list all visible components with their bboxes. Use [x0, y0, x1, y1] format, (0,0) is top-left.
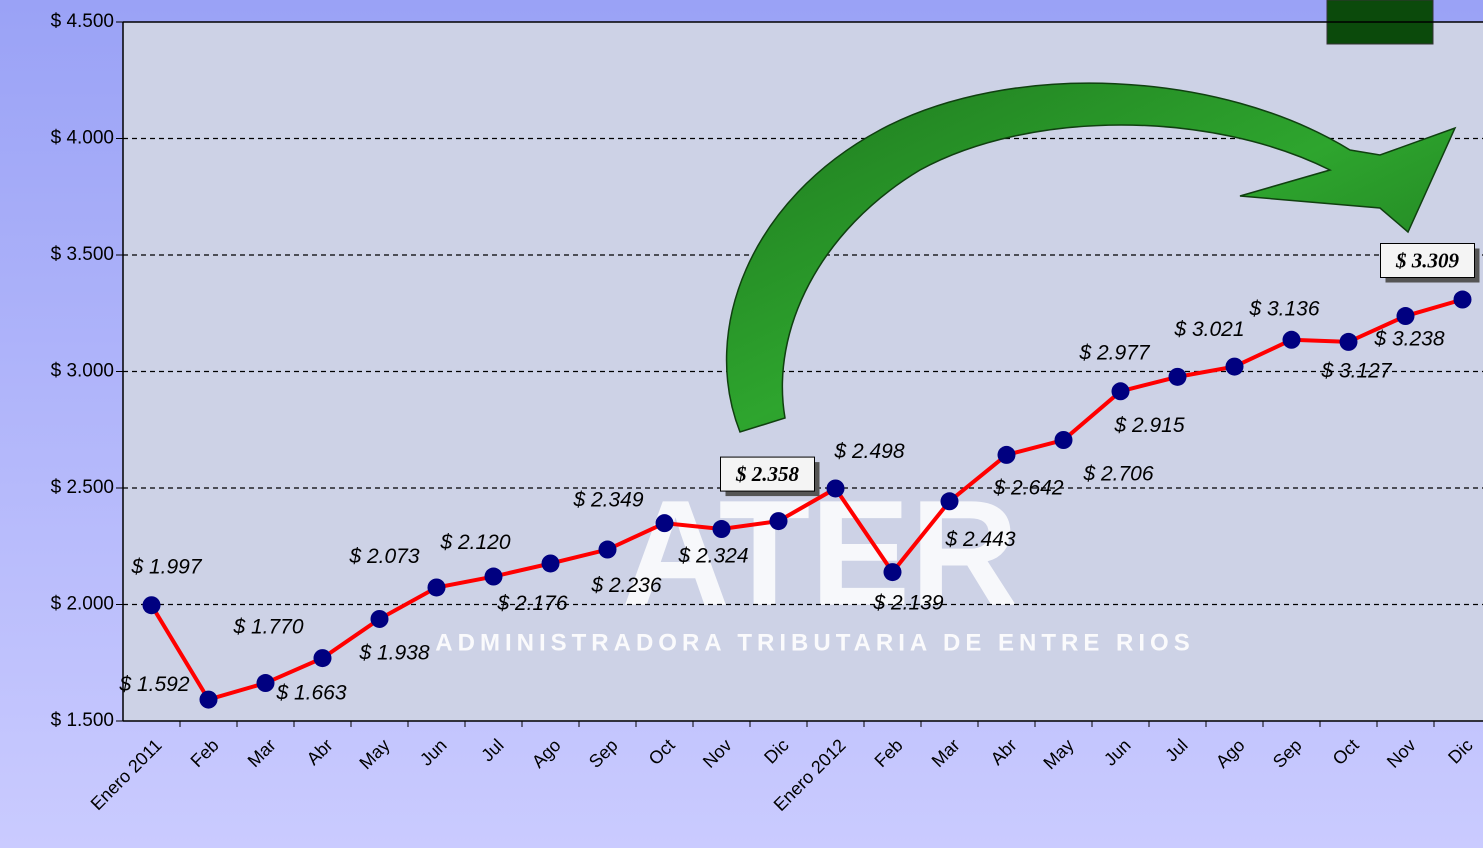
data-point [1054, 431, 1073, 450]
data-label: $ 2.915 [1113, 414, 1184, 437]
data-label: $ 2.443 [944, 528, 1015, 551]
data-label: $ 2.358 [735, 462, 800, 486]
data-label: $ 3.238 [1373, 328, 1444, 351]
data-label: $ 1.938 [358, 641, 429, 664]
y-tick-label: $ 3.000 [51, 361, 114, 382]
data-point [1339, 332, 1358, 351]
y-tick-label: $ 2.500 [51, 477, 114, 498]
data-point [142, 596, 161, 615]
label-box [720, 456, 815, 492]
data-point [313, 649, 332, 668]
y-tick-label: $ 3.500 [51, 244, 114, 265]
y-tick-label: $ 4.500 [51, 11, 114, 32]
data-point [256, 674, 275, 693]
data-point [997, 445, 1016, 464]
data-point [370, 609, 389, 628]
data-label: $ 2.120 [439, 531, 510, 554]
data-label: $ 2.498 [833, 440, 904, 463]
data-point [826, 479, 845, 498]
data-point [1453, 290, 1472, 309]
data-label: $ 2.236 [590, 574, 661, 597]
data-line [149, 297, 1464, 702]
data-label: $ 2.706 [1082, 463, 1153, 486]
label-box [1380, 243, 1475, 279]
data-label: $ 1.770 [232, 616, 303, 639]
data-label: $ 2.977 [1078, 341, 1150, 364]
data-point [1282, 330, 1301, 349]
data-point [712, 520, 731, 539]
data-point [484, 567, 503, 586]
data-label: $ 3.136 [1248, 297, 1319, 320]
data-label: $ 1.592 [118, 673, 189, 696]
arrow [725, 82, 1457, 433]
data-point [655, 514, 674, 533]
data-point [541, 554, 560, 573]
data-point [883, 563, 902, 582]
y-tick-label: $ 4.000 [51, 128, 114, 149]
data-point [940, 492, 959, 511]
data-label: $ 3.021 [1173, 318, 1244, 341]
data-point [1396, 307, 1415, 326]
data-label: $ 2.139 [872, 592, 943, 615]
data-label: $ 3.309 [1395, 248, 1460, 272]
data-label: $ 1.997 [130, 556, 202, 579]
y-tick-label: $ 2.000 [51, 594, 114, 615]
data-point [199, 690, 218, 709]
data-point [1225, 357, 1244, 376]
plot-layer: $ 1.500 $ 2.000 $ 2.500 $ 3.000 $ 3.500 $ 4.0… [51, 11, 1483, 815]
data-label: $ 3.127 [1320, 359, 1392, 382]
data-point [598, 540, 617, 559]
data-label: $ 2.324 [677, 545, 748, 568]
data-label: $ 2.349 [572, 489, 643, 512]
data-label: $ 1.663 [275, 682, 346, 705]
data-label: $ 2.073 [348, 545, 419, 568]
data-point [1111, 382, 1130, 401]
y-tick-label: $ 1.500 [51, 710, 114, 731]
data-point [769, 512, 788, 531]
data-point [1168, 367, 1187, 386]
data-label: $ 2.642 [992, 476, 1063, 499]
data-point [427, 578, 446, 597]
data-label: $ 2.176 [496, 592, 567, 615]
watermark-subtitle: ADMINISTRADORA TRIBUTARIA DE ENTRE RIOS [435, 629, 1194, 656]
